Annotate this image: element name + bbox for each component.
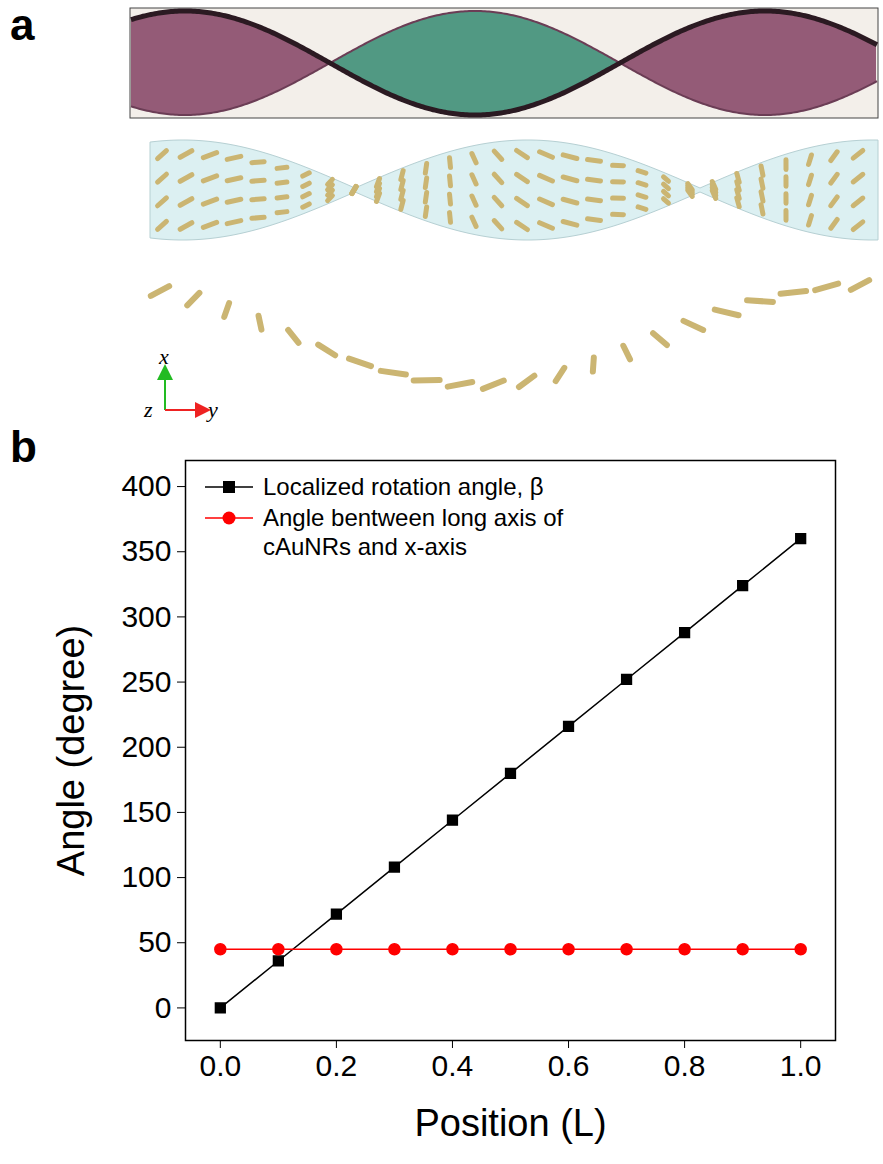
svg-text:Angle (degree): Angle (degree)	[50, 625, 92, 876]
html-text:Localized rotation angle, β: Localized rotation angle, β	[263, 473, 544, 500]
svg-text:250: 250	[121, 665, 171, 698]
svg-text:50: 50	[138, 925, 171, 958]
svg-text:200: 200	[121, 730, 171, 763]
svg-text:0.6: 0.6	[548, 1049, 590, 1082]
svg-text:x: x	[158, 344, 169, 369]
html-text:cAuNRs and x-axis: cAuNRs and x-axis	[263, 533, 468, 560]
html-text:b: b	[10, 422, 37, 471]
svg-text:y: y	[206, 397, 218, 422]
svg-text:100: 100	[121, 860, 171, 893]
svg-text:a: a	[10, 0, 35, 49]
html-text:Angle bentween long axis of: Angle bentween long axis of	[263, 504, 564, 531]
svg-text:0.8: 0.8	[664, 1049, 706, 1082]
svg-text:Position (L): Position (L)	[414, 1102, 606, 1144]
svg-text:0.2: 0.2	[316, 1049, 358, 1082]
svg-text:0: 0	[155, 991, 172, 1024]
svg-text:0.4: 0.4	[432, 1049, 474, 1082]
svg-text:z: z	[143, 397, 153, 422]
svg-text:400: 400	[121, 469, 171, 502]
svg-text:350: 350	[121, 534, 171, 567]
svg-text:300: 300	[121, 600, 171, 633]
svg-text:150: 150	[121, 795, 171, 828]
svg-text:1.0: 1.0	[780, 1049, 822, 1082]
svg-text:0.0: 0.0	[199, 1049, 241, 1082]
